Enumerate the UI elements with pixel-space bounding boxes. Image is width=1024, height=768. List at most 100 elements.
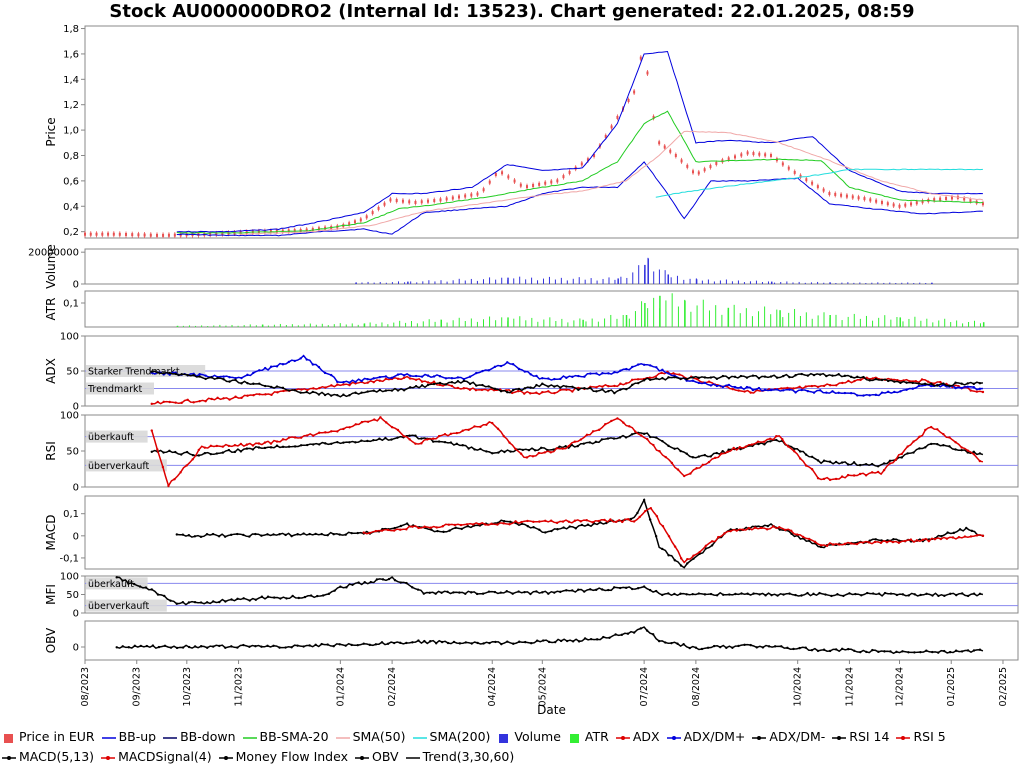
series-point	[930, 384, 933, 388]
series-point	[169, 646, 173, 649]
series-point	[150, 588, 153, 591]
x-tick-label: 01/2024	[335, 667, 346, 706]
price-candle-body	[209, 232, 212, 236]
series-point	[547, 377, 550, 380]
x-tick-label: 05/2024	[537, 667, 548, 706]
series-point	[923, 382, 927, 385]
series-point	[476, 641, 479, 645]
series-point	[399, 524, 403, 528]
series-point	[612, 586, 616, 589]
x-axis: 08/2023 09/2023 10/2023 11/2023 01/2024 02/20…	[80, 660, 1009, 717]
series-point	[162, 372, 165, 375]
series-point	[396, 389, 400, 392]
series-point	[794, 374, 797, 377]
series-point	[320, 532, 323, 536]
series-point	[269, 442, 273, 445]
series-point	[481, 383, 484, 387]
price-candle-body	[494, 173, 497, 177]
series-point	[867, 541, 871, 544]
bar	[979, 323, 981, 327]
series-point	[765, 528, 769, 531]
bar	[702, 299, 704, 327]
series-point	[810, 455, 814, 459]
series-point	[499, 591, 503, 594]
bar	[525, 320, 527, 327]
bar	[896, 317, 898, 327]
bar	[664, 270, 666, 284]
price-candle-body	[353, 220, 356, 224]
series-point	[521, 448, 525, 452]
series-point	[577, 588, 580, 591]
series-point	[582, 442, 585, 445]
price-candle-body	[101, 232, 104, 236]
price-candle-body	[715, 161, 718, 165]
legend-symbol	[666, 735, 681, 740]
series-point	[496, 523, 499, 526]
series-point	[234, 376, 237, 380]
series-point	[636, 511, 639, 515]
series-point	[859, 378, 862, 382]
series-point	[901, 650, 904, 653]
price-candle-body	[840, 193, 843, 197]
y-axis-label: MFI	[44, 584, 58, 605]
bar	[932, 322, 934, 327]
series-point	[691, 592, 694, 596]
series-point	[462, 387, 466, 390]
bar	[355, 282, 357, 284]
price-candle-body	[646, 71, 649, 75]
series-point	[266, 644, 269, 648]
series-point	[571, 390, 574, 393]
series-point	[685, 593, 688, 596]
series-point	[487, 385, 490, 388]
series-point	[965, 526, 968, 530]
bar	[470, 318, 472, 327]
bar	[321, 323, 323, 327]
series-point	[852, 474, 856, 477]
bar	[513, 318, 515, 327]
legend-label: Money Flow Index	[235, 749, 348, 764]
series-point	[818, 389, 822, 392]
series-point	[204, 377, 207, 381]
series-point	[595, 386, 598, 389]
series-point	[173, 478, 176, 481]
panel-frame	[84, 495, 1019, 570]
series-point	[855, 542, 859, 546]
series-point	[960, 592, 964, 595]
series-point	[822, 384, 826, 388]
bar	[684, 300, 686, 327]
series-point	[446, 641, 450, 645]
series-point	[468, 388, 472, 391]
series-point	[727, 448, 730, 451]
bar	[531, 317, 533, 327]
series-point	[512, 642, 515, 645]
series-point	[517, 387, 521, 391]
series-point	[396, 428, 400, 432]
price-candle-body	[371, 211, 374, 215]
series-point	[156, 400, 159, 404]
legend-item: ADX	[615, 727, 660, 747]
series-point	[487, 590, 491, 593]
series-point	[661, 368, 664, 372]
series-point	[595, 638, 599, 641]
series-point	[673, 447, 676, 450]
price-candle-body	[816, 185, 819, 189]
price-candle-body	[293, 229, 296, 233]
series-point	[664, 641, 667, 644]
bar	[647, 308, 649, 327]
legend-item: SMA(200)	[412, 727, 490, 747]
series-point	[825, 391, 828, 394]
series-point	[333, 589, 336, 592]
series-point	[396, 436, 399, 439]
series-point	[583, 375, 586, 378]
series-point	[468, 382, 472, 386]
series-point	[649, 364, 652, 367]
series-point	[927, 539, 931, 543]
bar	[665, 300, 667, 327]
price-candle-body	[513, 179, 516, 183]
legend-label: BB-down	[180, 729, 236, 744]
series-point	[204, 374, 207, 377]
bar	[745, 308, 747, 327]
series-point	[958, 528, 962, 531]
series-point	[595, 372, 598, 375]
series-point	[658, 450, 661, 453]
